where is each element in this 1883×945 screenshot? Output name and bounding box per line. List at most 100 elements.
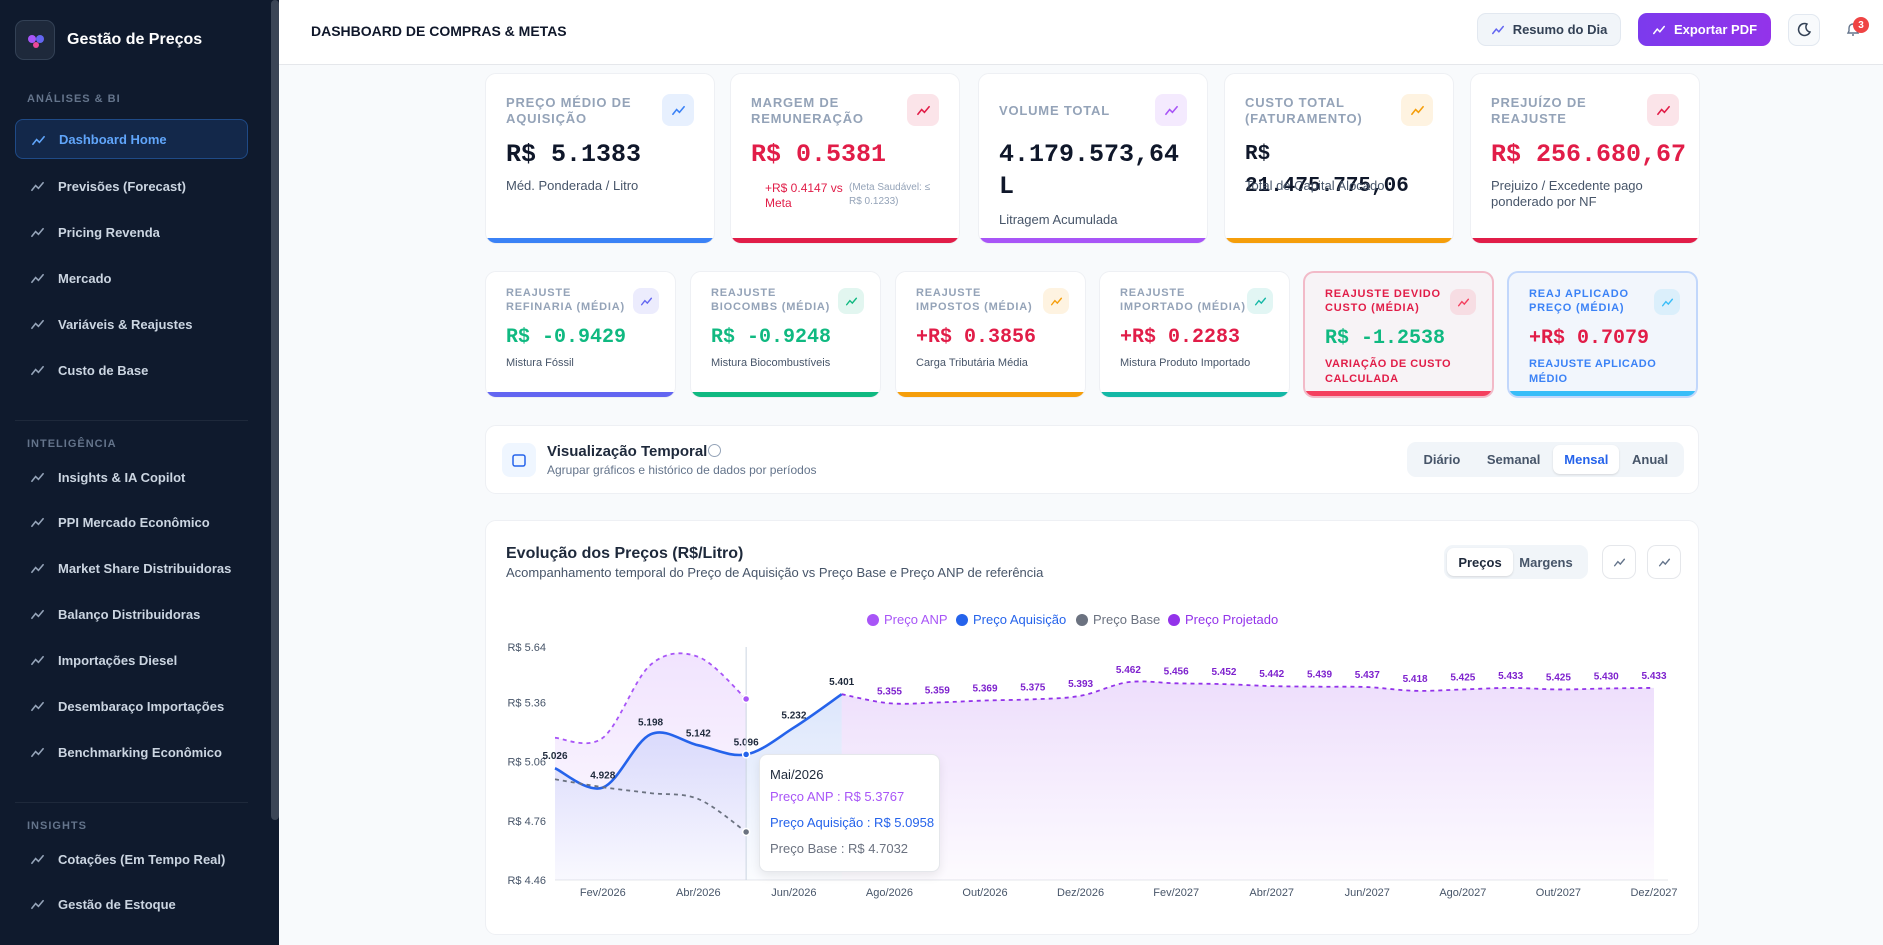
period-selector: Diário Semanal Mensal Anual [1407, 442, 1684, 477]
kpi-value: R$ 21.475.775,06 [1245, 143, 1409, 198]
tooltip: Mai/2026 Preço ANP : R$ 5.3767 Preço Aquis… [759, 754, 940, 872]
expand-button[interactable] [1602, 545, 1636, 579]
kpi-value: R$ 5.1383 [506, 140, 642, 169]
kpi-accent [896, 392, 1085, 397]
nav-item[interactable]: Pricing Revenda [15, 212, 248, 252]
legend-label: Preço Projetado [1185, 612, 1278, 627]
temporal-title: Visualização Temporal [547, 443, 708, 460]
kpi-label: REAJ APLICADO PREÇO (MÉDIA) [1529, 288, 1629, 314]
kpi-card: REAJUSTE DEVIDO CUSTO (MÉDIA) R$ -1.2538 V… [1303, 271, 1494, 398]
icon-glyph [1656, 105, 1670, 115]
kpi-label: REAJUSTE REFINARIA (MÉDIA) [506, 287, 625, 313]
kpi-card: REAJUSTE IMPOSTOS (MÉDIA) +R$ 0.3856 Carga… [895, 271, 1086, 398]
nav-label: Market Share Distribuidoras [58, 560, 232, 576]
nav-label: Desembaraço Importações [58, 698, 225, 714]
icon-glyph [1457, 298, 1469, 306]
nav-item[interactable]: Desembaraço Importações [15, 686, 248, 726]
period-option[interactable]: Mensal [1553, 445, 1620, 474]
data-label: 5.456 [1164, 666, 1189, 677]
kpi-label: MARGEM DE REMUNERAÇÃO [751, 95, 864, 126]
series-area [841, 681, 1654, 880]
kpi-icon [1155, 94, 1187, 126]
nav-item[interactable]: Dashboard Home [15, 119, 248, 159]
icon [916, 105, 930, 115]
icon-glyph [31, 854, 44, 865]
period-option[interactable]: Diário [1423, 452, 1461, 467]
y-tick-label: R$ 4.76 [507, 816, 546, 828]
kpi-card: REAJUSTE BIOCOMBS (MÉDIA) R$ -0.9248 Mistu… [690, 271, 881, 398]
icon-glyph [31, 365, 44, 376]
nav-label: Importações Diesel [58, 652, 178, 668]
icon-glyph [845, 297, 857, 305]
data-label: 5.442 [1259, 669, 1284, 680]
export-button[interactable]: Exportar PDF [1638, 13, 1771, 46]
y-tick-label: R$ 5.06 [507, 757, 546, 769]
kpi-label: VOLUME TOTAL [999, 103, 1110, 118]
section-label: INSIGHTS [27, 820, 87, 832]
icon [640, 297, 652, 305]
kpi-accent [486, 392, 675, 397]
nav-item[interactable]: Balanço Distribuidoras [15, 594, 248, 634]
data-label: 5.232 [781, 711, 806, 722]
icon [31, 655, 44, 666]
icon-glyph [1652, 25, 1665, 34]
chart-tabs: Preços Margens [1444, 545, 1588, 579]
nav-label: Gestão de Estoque [58, 896, 176, 912]
chart-tab[interactable]: Preços [1447, 548, 1513, 576]
icon [31, 472, 44, 483]
period-option[interactable]: Anual [1632, 452, 1669, 467]
nav-item[interactable]: Gestão de Estoque [15, 884, 248, 924]
nav-item[interactable]: Previsões (Forecast) [15, 166, 248, 206]
nav-item[interactable]: Mercado [15, 258, 248, 298]
icon-glyph [1491, 25, 1504, 34]
chart-tab[interactable]: Margens [1519, 554, 1573, 570]
kpi-label: REAJUSTE DEVIDO CUSTO (MÉDIA) [1325, 288, 1441, 314]
nav-label: Dashboard Home [59, 131, 167, 147]
download-button[interactable] [1647, 545, 1681, 579]
data-label: 5.369 [973, 684, 998, 695]
nav-label: Previsões (Forecast) [58, 178, 186, 194]
nav-item[interactable]: Market Share Distribuidoras [15, 548, 248, 588]
kpi-icon [1401, 94, 1433, 126]
icon [31, 899, 44, 910]
icon-glyph [1410, 105, 1424, 115]
icon [31, 365, 44, 376]
divider [15, 420, 248, 421]
kpi-card: PREÇO MÉDIO DE AQUISIÇÃO R$ 5.1383 Méd. Po… [485, 73, 715, 244]
series-line [554, 652, 747, 745]
logo-icon [28, 35, 44, 48]
logo [15, 20, 55, 60]
kpi-value: +R$ 0.3856 [916, 326, 1037, 349]
tooltip-item: Preço Base : R$ 4.7032 [770, 841, 909, 856]
icon-glyph [32, 135, 45, 146]
period-option[interactable]: Semanal [1486, 452, 1541, 467]
hover-point [741, 750, 751, 759]
calendar-frame [512, 454, 526, 467]
nav-item[interactable]: Variáveis & Reajustes [15, 304, 248, 344]
kpi-icon [1043, 288, 1069, 314]
nav-item[interactable]: PPI Mercado Econômico [15, 502, 248, 542]
icon [31, 563, 44, 574]
nav-item[interactable]: Benchmarking Econômico [15, 732, 248, 772]
x-tick-label: Fev/2026 [580, 887, 626, 899]
notification-badge: 3 [1853, 17, 1869, 33]
icon [31, 854, 44, 865]
legend-label: Preço Base [1093, 612, 1160, 627]
icon-glyph [31, 273, 44, 284]
legend-swatch [867, 614, 879, 626]
theme-button[interactable] [1788, 14, 1820, 46]
button-label: Resumo do Dia [1512, 22, 1608, 37]
nav-item[interactable]: Importações Diesel [15, 640, 248, 680]
summary-button[interactable]: Resumo do Dia [1477, 13, 1621, 46]
nav-item[interactable]: Custo de Base [15, 350, 248, 390]
icon [31, 319, 44, 330]
icon [671, 105, 685, 115]
kpi-icon [907, 94, 939, 126]
brand: Gestão de Preços [67, 31, 203, 48]
nav-item[interactable]: Insights & IA Copilot [15, 457, 248, 497]
data-label: 5.142 [686, 728, 711, 739]
icon [31, 701, 44, 712]
data-label: 4.928 [590, 771, 615, 782]
data-label: 5.401 [829, 677, 854, 688]
nav-item[interactable]: Cotações (Em Tempo Real) [15, 839, 248, 879]
